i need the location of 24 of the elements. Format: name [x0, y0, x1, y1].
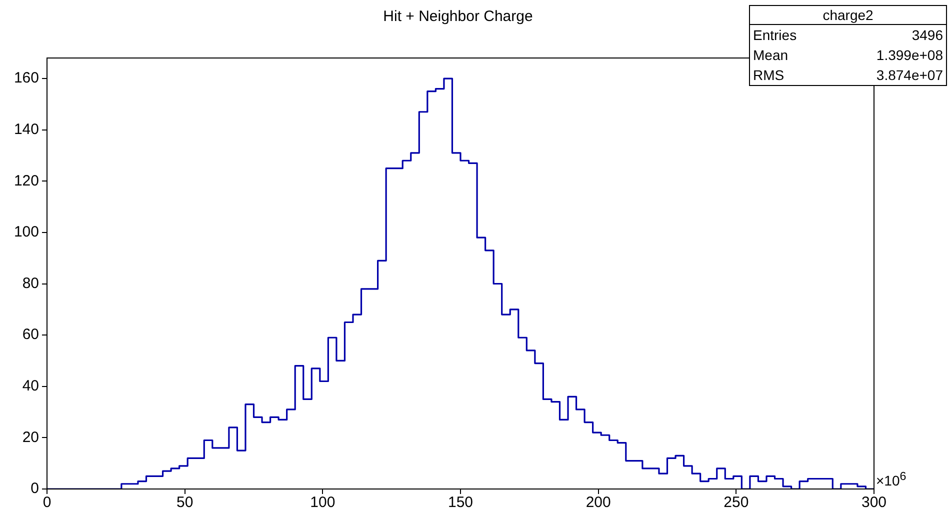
x-tick-label: 0	[42, 494, 52, 508]
text: 3.874e+07	[876, 66, 943, 85]
x-tick-label: 200	[586, 494, 611, 508]
y-tick-label: 20	[22, 428, 39, 446]
x-tick-label: 100	[310, 494, 336, 508]
y-tick-label: 160	[14, 70, 39, 87]
text: 1.399e+08	[876, 46, 943, 65]
x-tick-label: 250	[724, 494, 749, 508]
x-tick-label: 50	[176, 494, 194, 508]
text: Entries	[753, 26, 797, 45]
annotation: Mean	[753, 46, 788, 65]
y-tick-label: 40	[22, 378, 39, 395]
text: charge2	[750, 6, 946, 25]
y-tick-label: 100	[14, 224, 39, 241]
x-axis-title: ×10$^{6}$	[876, 470, 906, 489]
x-tick-label: 300	[861, 494, 887, 508]
y-tick-label: 60	[22, 326, 39, 344]
text: 3496	[912, 26, 943, 45]
chart-title: Hit + Neighbor Charge	[383, 8, 533, 25]
annotation: RMS	[753, 66, 784, 85]
y-tick-label: 80	[22, 274, 39, 292]
y-tick-label: 120	[14, 172, 39, 190]
y-tick-label: 140	[14, 120, 39, 138]
x-tick-label: 150	[448, 494, 474, 508]
